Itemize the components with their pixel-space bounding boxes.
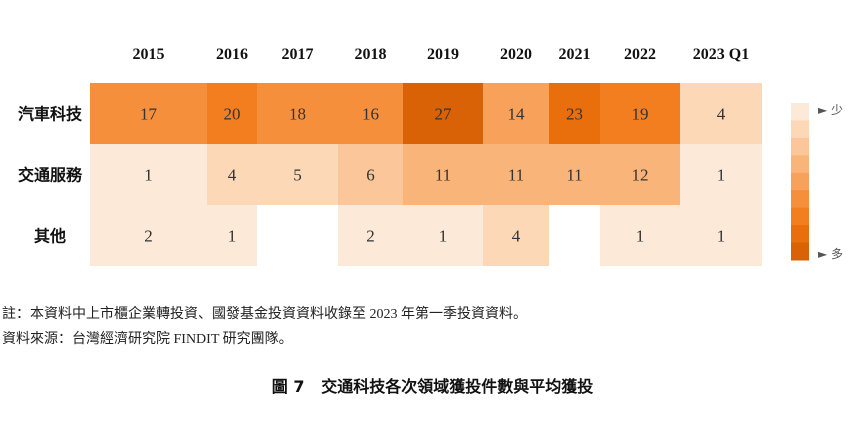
heatmap-cell bbox=[549, 144, 600, 205]
cell-value-label: 23 bbox=[566, 105, 583, 124]
cell-value-label: 4 bbox=[717, 105, 726, 124]
heatmap-chart: 2015 2016 2017 2018 2019 2020 2021 2022 2023 Q1汽… bbox=[18, 46, 843, 266]
heatmap-cell bbox=[207, 144, 257, 205]
cell-value-label: 20 bbox=[224, 105, 241, 124]
heatmap-cell bbox=[403, 83, 483, 144]
row-label: 交通服務 bbox=[18, 166, 83, 185]
heatmap-cell bbox=[338, 144, 403, 205]
heatmap-cell bbox=[403, 205, 483, 266]
heatmap-cell bbox=[483, 83, 549, 144]
cell-value-label: 1 bbox=[636, 227, 645, 246]
heatmap-cell bbox=[549, 83, 600, 144]
cell-value-label: 17 bbox=[140, 105, 158, 124]
figure-caption: 圖 7 交通科技各次領域獲投件數與平均獲投 bbox=[0, 373, 865, 397]
cell-value-label: 16 bbox=[362, 105, 379, 124]
cell-value-label: 1 bbox=[717, 166, 726, 185]
column-header: 2023 Q1 bbox=[693, 46, 749, 63]
heatmap-cell bbox=[207, 205, 257, 266]
legend-swatch bbox=[791, 225, 809, 244]
cell-value-label: 11 bbox=[508, 166, 524, 185]
chart-note: 註：本資料中上市櫃企業轉投資、國發基金投資資料收錄至 2023 年第一季投資資料… bbox=[2, 307, 527, 322]
legend-swatch bbox=[791, 120, 809, 139]
cell-value-label: 2 bbox=[144, 227, 153, 246]
legend-swatch bbox=[791, 155, 809, 174]
heatmap-cell bbox=[600, 83, 680, 144]
column-header: 2017 bbox=[282, 46, 314, 63]
cell-value-label: 4 bbox=[512, 227, 521, 246]
heatmap-cell bbox=[338, 83, 403, 144]
cell-value-label: 27 bbox=[435, 105, 453, 124]
data-source-note: 資料來源：台灣經濟研究院 FINDIT 研究團隊。 bbox=[2, 332, 293, 347]
column-header: 2015 bbox=[133, 46, 165, 63]
legend-swatch bbox=[791, 190, 809, 209]
heatmap-cell bbox=[90, 205, 207, 266]
legend-swatch bbox=[791, 242, 809, 261]
heatmap-cell bbox=[257, 144, 338, 205]
cell-value-label: 1 bbox=[717, 227, 726, 246]
figure-title: 交通科技各次領域獲投件數與平均獲投 bbox=[321, 377, 594, 396]
legend-swatch bbox=[791, 137, 809, 156]
cell-value-label: 1 bbox=[228, 227, 237, 246]
legend-swatch bbox=[791, 172, 809, 191]
cell-value-label: 2 bbox=[366, 227, 375, 246]
heatmap-cell bbox=[680, 205, 762, 266]
column-header: 2019 bbox=[427, 46, 459, 63]
heatmap-cell bbox=[483, 144, 549, 205]
figure-number: 圖 7 bbox=[271, 377, 305, 396]
legend-high-marker: ► bbox=[818, 247, 828, 261]
heatmap-cell bbox=[338, 205, 403, 266]
heatmap-cell bbox=[600, 205, 680, 266]
cell-value-label: 12 bbox=[632, 166, 649, 185]
cell-value-label: 19 bbox=[632, 105, 649, 124]
heatmap-cell bbox=[207, 83, 257, 144]
column-header: 2021 bbox=[559, 46, 591, 63]
cell-value-label: 11 bbox=[435, 166, 451, 185]
row-label: 汽車科技 bbox=[18, 105, 83, 124]
cell-value-label: 6 bbox=[366, 166, 375, 185]
heatmap-cell bbox=[600, 144, 680, 205]
heatmap-cell bbox=[90, 83, 207, 144]
cell-value-label: 14 bbox=[508, 105, 526, 124]
cell-value-label: 1 bbox=[144, 166, 153, 185]
cell-value-label: 5 bbox=[293, 166, 302, 185]
heatmap-cell bbox=[680, 83, 762, 144]
legend-swatch bbox=[791, 103, 809, 121]
cell-value-label: 11 bbox=[566, 166, 582, 185]
row-label: 其他 bbox=[34, 227, 66, 246]
heatmap-cell bbox=[257, 83, 338, 144]
heatmap-cell bbox=[90, 144, 207, 205]
heatmap-cell bbox=[403, 144, 483, 205]
column-header: 2022 bbox=[624, 46, 656, 63]
legend-high-label: 多 bbox=[831, 247, 843, 261]
legend-low-marker: ► bbox=[818, 103, 828, 117]
legend-swatch bbox=[791, 207, 809, 226]
cell-value-label: 18 bbox=[289, 105, 306, 124]
column-header: 2016 bbox=[216, 46, 248, 63]
cell-value-label: 1 bbox=[439, 227, 448, 246]
column-header: 2020 bbox=[500, 46, 532, 63]
heatmap-cell bbox=[680, 144, 762, 205]
legend-low-label: 少 bbox=[831, 103, 843, 117]
heatmap-cell bbox=[483, 205, 549, 266]
cell-value-label: 4 bbox=[228, 166, 237, 185]
column-header: 2018 bbox=[355, 46, 387, 63]
